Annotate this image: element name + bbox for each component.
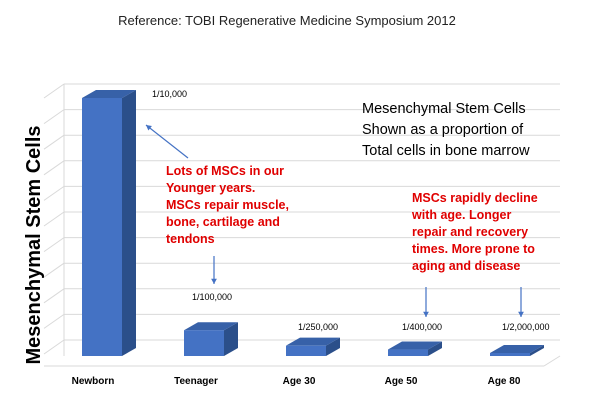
annotation-decline-line: repair and recovery bbox=[412, 225, 528, 239]
gridline-side bbox=[43, 262, 65, 278]
annotation-young-line: Younger years. bbox=[166, 181, 255, 195]
annotation-description-line: Shown as a proportion of bbox=[362, 122, 524, 138]
value-label-age-30: 1/250,000 bbox=[298, 322, 338, 332]
chart-title: Reference: TOBI Regenerative Medicine Sy… bbox=[118, 13, 456, 28]
floor-right-edge bbox=[543, 355, 561, 367]
gridline-side bbox=[43, 134, 65, 150]
value-label-newborn: 1/10,000 bbox=[152, 89, 187, 99]
arrow-to-newborn bbox=[145, 124, 189, 159]
annotation-decline-line: MSCs rapidly decline bbox=[412, 191, 538, 205]
bar-front-face bbox=[490, 353, 530, 356]
gridline-side bbox=[43, 211, 65, 227]
gridlines bbox=[43, 83, 561, 367]
arrow-shaft bbox=[145, 124, 189, 159]
gridline-side bbox=[43, 185, 65, 201]
bar-age-50 bbox=[388, 341, 442, 356]
gridline-side bbox=[43, 160, 65, 176]
arrow-head bbox=[518, 311, 524, 317]
annotation-young-line: bone, cartilage and bbox=[166, 215, 280, 229]
gridline-side bbox=[43, 313, 65, 329]
value-label-teenager: 1/100,000 bbox=[192, 292, 232, 302]
arrow-to-teenager bbox=[211, 256, 217, 284]
annotation-young-line: tendons bbox=[166, 232, 215, 246]
annotation-young: Lots of MSCs in our Younger years. MSCs … bbox=[166, 164, 292, 246]
bar-side-face bbox=[122, 90, 136, 356]
arrow-to-age-50 bbox=[423, 287, 429, 317]
value-label-age-50: 1/400,000 bbox=[402, 322, 442, 332]
value-label-age-80: 1/2,000,000 bbox=[502, 322, 550, 332]
gridline-side bbox=[43, 339, 65, 355]
y-axis-label: Mesenchymal Stem Cells bbox=[23, 126, 45, 365]
arrow-head bbox=[211, 278, 217, 284]
bar-front-face bbox=[388, 349, 428, 356]
bar-side-face bbox=[326, 337, 340, 356]
bar-teenager bbox=[184, 322, 238, 356]
bars bbox=[82, 90, 544, 356]
bar-side-face bbox=[530, 345, 544, 356]
bar-age-30 bbox=[286, 337, 340, 356]
annotation-young-line: Lots of MSCs in our bbox=[166, 164, 284, 178]
x-tick-newborn: Newborn bbox=[72, 376, 115, 387]
annotation-decline-line: with age. Longer bbox=[411, 208, 511, 222]
annotation-arrows bbox=[145, 124, 524, 317]
x-tick-age-50: Age 50 bbox=[385, 376, 418, 387]
bar-newborn bbox=[82, 90, 136, 356]
x-tick-age-80: Age 80 bbox=[488, 376, 521, 387]
annotation-decline-line: aging and disease bbox=[412, 259, 520, 273]
bar-side-face bbox=[428, 341, 442, 356]
bar-top-face bbox=[184, 322, 238, 331]
bar-age-80 bbox=[490, 345, 544, 356]
annotation-decline-line: times. More prone to bbox=[412, 242, 535, 256]
arrow-to-age-80 bbox=[518, 287, 524, 317]
annotation-description-line: Mesenchymal Stem Cells bbox=[362, 101, 526, 117]
bar-front-face bbox=[82, 98, 122, 356]
gridline-side bbox=[43, 109, 65, 125]
annotation-decline: MSCs rapidly decline with age. Longer re… bbox=[411, 191, 541, 273]
bar-front-face bbox=[286, 345, 326, 356]
bar-side-face bbox=[224, 322, 238, 356]
annotation-description-line: Total cells in bone marrow bbox=[362, 143, 530, 159]
bar-top-face bbox=[490, 345, 544, 353]
arrow-head bbox=[146, 125, 152, 131]
labels: Reference: TOBI Regenerative Medicine Sy… bbox=[23, 13, 550, 387]
bar-front-face bbox=[184, 330, 224, 356]
bar-top-face bbox=[286, 337, 340, 346]
bar-top-face bbox=[388, 341, 442, 350]
x-tick-age-30: Age 30 bbox=[283, 376, 316, 387]
bar-top-face bbox=[82, 90, 136, 98]
gridline-side bbox=[43, 237, 65, 253]
annotation-description: Mesenchymal Stem Cells Shown as a propor… bbox=[362, 101, 530, 159]
x-tick-teenager: Teenager bbox=[174, 376, 218, 387]
arrow-head bbox=[423, 311, 429, 317]
gridline-side bbox=[43, 288, 65, 304]
annotation-young-line: MSCs repair muscle, bbox=[166, 198, 289, 212]
gridline-side bbox=[43, 83, 65, 99]
